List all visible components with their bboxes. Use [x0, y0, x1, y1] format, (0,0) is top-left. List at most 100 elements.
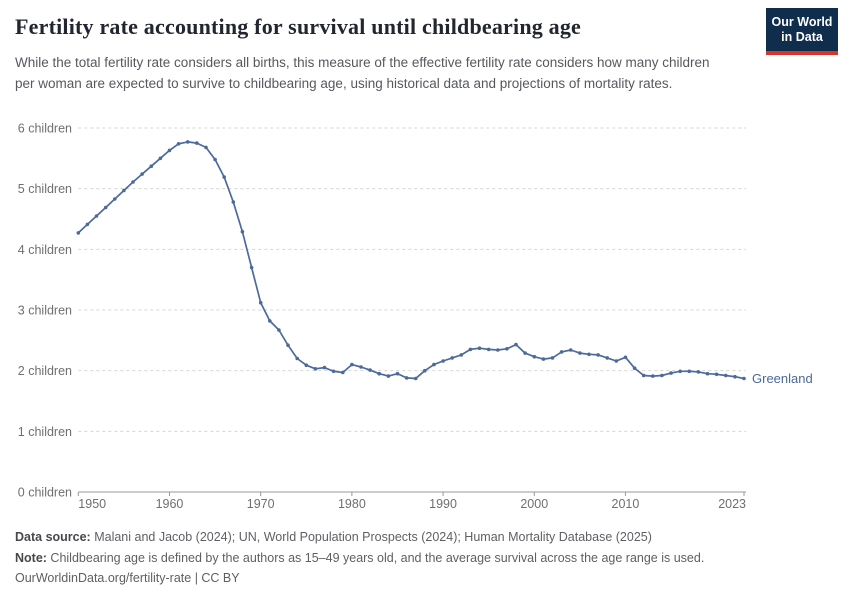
data-point-1964[interactable]: [204, 145, 208, 150]
data-point-1968[interactable]: [240, 229, 245, 234]
data-point-1960[interactable]: [167, 148, 172, 153]
x-axis-label-2000: 2000: [520, 497, 548, 511]
series-end-label-greenland[interactable]: Greenland: [752, 371, 813, 386]
data-point-1993[interactable]: [468, 347, 473, 352]
data-point-1977[interactable]: [322, 365, 327, 370]
data-point-1961[interactable]: [176, 142, 181, 146]
x-axis-label-2010: 2010: [612, 497, 640, 511]
data-point-2007[interactable]: [596, 353, 600, 357]
data-point-2013[interactable]: [651, 374, 655, 378]
data-point-2023[interactable]: [742, 376, 746, 381]
data-point-2011[interactable]: [632, 366, 637, 371]
data-point-1990[interactable]: [441, 359, 445, 363]
data-point-2015[interactable]: [669, 371, 673, 375]
data-point-1958[interactable]: [149, 164, 154, 168]
data-point-2005[interactable]: [578, 351, 582, 355]
owid-logo-box: Our World in Data: [766, 8, 838, 55]
footer-source-label: Data source:: [15, 530, 91, 544]
data-point-1963[interactable]: [195, 141, 199, 145]
data-point-1972[interactable]: [277, 328, 281, 332]
data-point-1965[interactable]: [213, 157, 217, 162]
chart-area: 0 children 1 children 2 children 3 children…: [0, 110, 850, 520]
data-point-1994[interactable]: [477, 346, 482, 350]
data-point-2017[interactable]: [687, 369, 692, 374]
data-point-1991[interactable]: [450, 356, 455, 360]
data-point-1970[interactable]: [258, 300, 263, 305]
data-point-2006[interactable]: [587, 352, 591, 357]
data-point-2020[interactable]: [714, 372, 719, 377]
y-axis-label-6: 6 children: [18, 121, 72, 135]
page-title: Fertility rate accounting for survival u…: [15, 14, 582, 39]
x-axis-label-2023: 2023: [718, 497, 746, 511]
footer-url: OurWorldinData.org/fertility-rate | CC B…: [15, 571, 240, 585]
data-point-1992[interactable]: [459, 353, 464, 357]
chart-line-greenland[interactable]: [77, 141, 745, 380]
data-point-1953[interactable]: [103, 205, 108, 210]
data-point-2009[interactable]: [614, 359, 619, 363]
data-point-2019[interactable]: [705, 371, 710, 376]
data-point-1973[interactable]: [286, 343, 290, 347]
data-point-2004[interactable]: [568, 348, 573, 352]
data-point-1955[interactable]: [122, 188, 126, 193]
data-point-1978[interactable]: [331, 369, 336, 374]
data-point-1980[interactable]: [350, 362, 354, 367]
data-point-1950[interactable]: [76, 231, 81, 235]
data-point-2002[interactable]: [550, 356, 555, 360]
data-point-2014[interactable]: [660, 373, 664, 378]
data-point-2012[interactable]: [641, 373, 646, 378]
data-point-2021[interactable]: [724, 373, 728, 378]
x-axis-label-1960: 1960: [156, 497, 184, 511]
data-point-1971[interactable]: [268, 319, 272, 323]
data-point-1981[interactable]: [359, 365, 363, 369]
data-point-2003[interactable]: [559, 350, 564, 354]
footer-note-label: Note:: [15, 551, 47, 565]
y-axis-label-1: 1 children: [18, 425, 72, 439]
y-axis-label-4: 4 children: [18, 243, 72, 257]
data-point-1995[interactable]: [486, 347, 491, 352]
data-point-2022[interactable]: [733, 374, 737, 379]
data-point-1999[interactable]: [523, 351, 527, 355]
data-point-1954[interactable]: [113, 197, 117, 201]
data-point-1988[interactable]: [423, 368, 427, 373]
data-point-1959[interactable]: [158, 156, 163, 161]
data-point-2018[interactable]: [696, 370, 701, 374]
owid-logo[interactable]: Our World in Data: [766, 8, 838, 55]
data-point-1998[interactable]: [514, 342, 518, 347]
data-point-1976[interactable]: [313, 367, 318, 371]
data-point-1987[interactable]: [413, 376, 418, 381]
x-axis-label-1990: 1990: [429, 497, 457, 511]
y-axis-label-0: 0 children: [18, 486, 72, 500]
data-point-1967[interactable]: [231, 200, 236, 204]
data-point-1979[interactable]: [341, 370, 345, 375]
data-point-1997[interactable]: [505, 347, 509, 351]
data-point-1983[interactable]: [377, 371, 382, 376]
data-point-2008[interactable]: [605, 356, 609, 360]
footer-source: Data source: Malani and Jacob (2024); UN…: [15, 530, 835, 544]
owid-logo-line2: in Data: [781, 30, 823, 44]
data-point-1952[interactable]: [94, 214, 99, 218]
data-point-1982[interactable]: [368, 368, 372, 372]
data-point-1957[interactable]: [140, 172, 144, 176]
data-point-1956[interactable]: [131, 180, 135, 184]
y-axis-label-5: 5 children: [18, 182, 72, 196]
data-point-2000[interactable]: [532, 354, 537, 359]
y-axis-label-3: 3 children: [18, 303, 72, 317]
data-point-2001[interactable]: [541, 357, 546, 361]
footer-source-text: Malani and Jacob (2024); UN, World Popul…: [90, 530, 652, 544]
data-point-2016[interactable]: [678, 369, 682, 374]
data-point-1984[interactable]: [386, 374, 391, 378]
owid-logo-line1: Our World: [771, 15, 833, 29]
data-point-1975[interactable]: [304, 363, 309, 367]
data-point-1974[interactable]: [295, 356, 300, 361]
data-point-1986[interactable]: [404, 376, 409, 380]
data-point-2010[interactable]: [623, 355, 628, 360]
data-point-1989[interactable]: [432, 362, 436, 367]
x-axis-label-1950: 1950: [78, 497, 106, 511]
data-point-1996[interactable]: [496, 348, 500, 352]
data-point-1962[interactable]: [185, 140, 190, 144]
data-point-1969[interactable]: [249, 265, 254, 270]
x-axis-label-1980: 1980: [338, 497, 366, 511]
data-point-1951[interactable]: [85, 222, 90, 227]
data-point-1966[interactable]: [222, 175, 226, 179]
data-point-1985[interactable]: [395, 371, 400, 376]
